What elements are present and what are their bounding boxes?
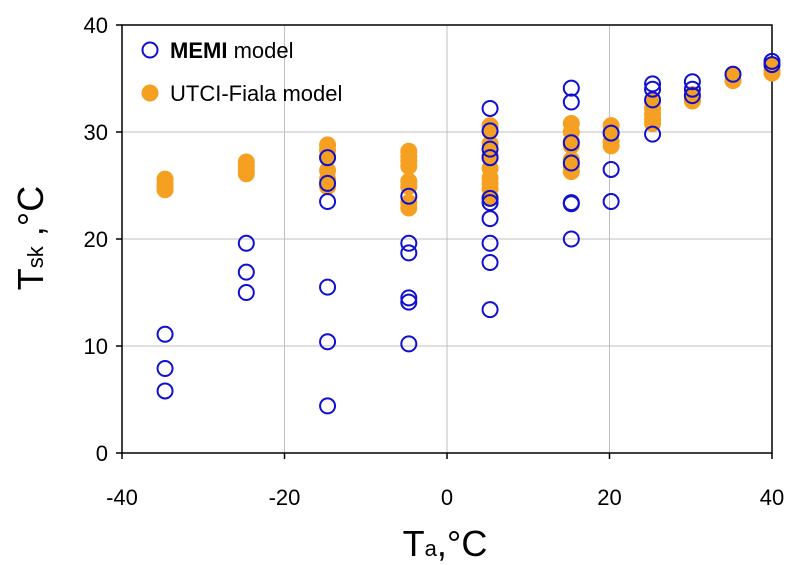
y-axis-title-sub: sk [23, 245, 48, 268]
series-memi-points [156, 52, 781, 415]
x-tick-label: -20 [269, 485, 301, 510]
memi-point [156, 325, 174, 343]
memi-point [481, 254, 499, 272]
memi-point [562, 79, 580, 97]
memi-point [481, 234, 499, 252]
utci-fiala-point [400, 199, 418, 217]
legend-label-memi-bold: MEMI [170, 38, 227, 63]
y-axis-title: Tsk ,°C [10, 186, 51, 290]
memi-point [562, 134, 580, 152]
memi-point [481, 122, 499, 140]
x-tick-label: 0 [441, 485, 453, 510]
memi-point [481, 149, 499, 167]
memi-point [319, 174, 337, 192]
x-axis-title-sub: a [425, 536, 438, 561]
y-tick-label: 20 [84, 227, 108, 252]
memi-point [644, 75, 662, 93]
x-tick-label: 40 [760, 485, 784, 510]
memi-point [562, 195, 580, 213]
utci-fiala-point [319, 178, 337, 196]
memi-point [481, 194, 499, 212]
memi-point [319, 397, 337, 415]
x-axis-ticks: -40 -20 0 20 40 [106, 453, 784, 510]
memi-point [683, 87, 701, 105]
utci-fiala-point [156, 181, 174, 199]
memi-point [602, 124, 620, 142]
utci-fiala-point [400, 157, 418, 175]
legend: MEMI model UTCI-Fiala model [141, 38, 342, 106]
memi-point [319, 193, 337, 211]
y-axis-ticks: 0 10 20 30 40 [84, 13, 122, 466]
y-tick-label: 40 [84, 13, 108, 38]
utci-fiala-point [724, 72, 742, 90]
memi-point [400, 234, 418, 252]
y-tick-label: 0 [96, 441, 108, 466]
memi-point [237, 234, 255, 252]
memi-point [683, 73, 701, 91]
x-axis-title-rest: ,°C [437, 523, 487, 564]
memi-point [400, 335, 418, 353]
memi-point [319, 149, 337, 167]
memi-point [683, 80, 701, 98]
memi-point [602, 160, 620, 178]
memi-point [602, 193, 620, 211]
x-axis-title-main: T [403, 523, 425, 564]
memi-point [156, 382, 174, 400]
legend-label-memi-rest: model [227, 38, 293, 63]
memi-point [724, 65, 742, 83]
memi-point [400, 289, 418, 307]
memi-point [763, 56, 781, 74]
utci-fiala-point [602, 137, 620, 155]
memi-point [644, 91, 662, 109]
memi-point [562, 230, 580, 248]
memi-point [400, 293, 418, 311]
grid-lines [122, 25, 772, 453]
x-tick-label: 20 [597, 485, 621, 510]
memi-point [319, 278, 337, 296]
y-axis-title-main: T [10, 268, 51, 290]
utci-fiala-point [683, 92, 701, 110]
utci-fiala-point [562, 163, 580, 181]
x-axis-title: Ta,°C [403, 523, 488, 564]
legend-label-utci: UTCI-Fiala model [170, 81, 342, 106]
memi-point [562, 93, 580, 111]
memi-point [481, 210, 499, 228]
y-tick-label: 10 [84, 334, 108, 359]
memi-point [481, 301, 499, 319]
utci-fiala-point [237, 165, 255, 183]
memi-point [400, 244, 418, 262]
legend-label-memi: MEMI model [170, 38, 294, 63]
y-tick-label: 30 [84, 120, 108, 145]
memi-point [481, 189, 499, 207]
legend-marker-memi [141, 41, 159, 59]
memi-point [237, 263, 255, 281]
memi-point [562, 154, 580, 172]
memi-point [319, 333, 337, 351]
memi-point [156, 359, 174, 377]
y-axis-title-rest: ,°C [10, 186, 51, 246]
legend-marker-utci [141, 84, 159, 102]
memi-point [237, 284, 255, 301]
utci-fiala-point [763, 64, 781, 82]
x-tick-label: -40 [106, 485, 138, 510]
memi-point [644, 80, 662, 98]
memi-point [644, 125, 662, 143]
memi-point [481, 140, 499, 158]
memi-point [400, 187, 418, 205]
memi-point [481, 99, 499, 117]
